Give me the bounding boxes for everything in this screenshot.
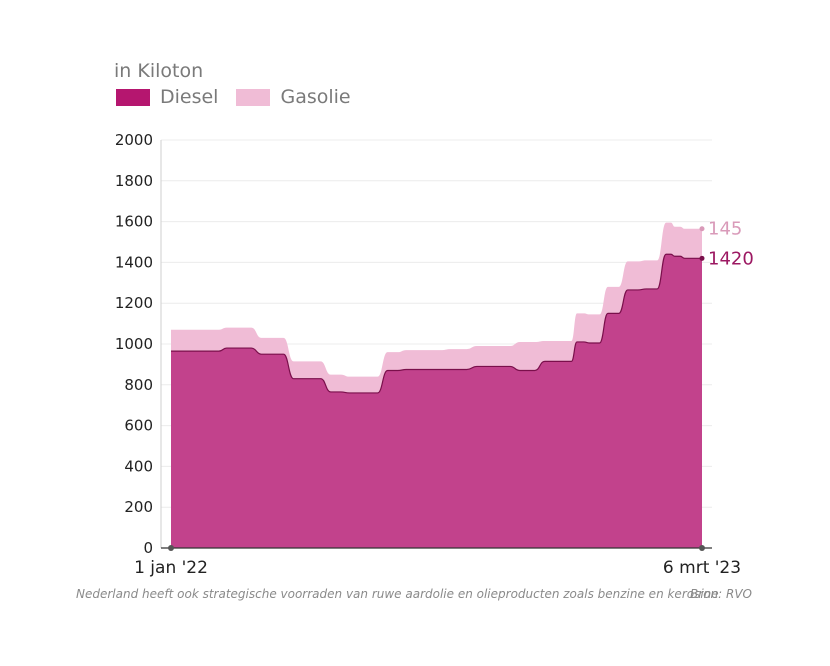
y-tick-label: 1400 [115,253,153,271]
x-tick-label-start: 1 jan '22 [134,558,208,578]
gasolie-end-dot [699,226,705,232]
y-tick-label: 800 [124,376,153,394]
legend-swatch-gasolie [236,88,271,106]
y-tick-label: 200 [124,498,153,516]
source-note: Bron: RVO [690,587,752,601]
y-tick-label: 400 [124,457,153,475]
legend: Diesel Gasolie [116,86,369,108]
legend-item-gasolie[interactable]: Gasolie [236,86,351,108]
footnote: Nederland heeft ook strategische voorrad… [76,587,719,601]
y-tick-label: 0 [143,539,153,557]
x-tick-label-end: 6 mrt '23 [663,558,741,578]
unit-label: in Kiloton [114,60,204,82]
y-tick-label: 600 [124,417,153,435]
legend-label-diesel: Diesel [160,86,219,108]
legend-swatch-diesel [116,88,150,106]
legend-label-gasolie: Gasolie [280,86,351,108]
x-tick-dot-start [168,545,174,551]
diesel-end-dot [699,255,705,261]
diesel-area [171,254,702,549]
y-tick-label: 1200 [115,294,153,312]
legend-item-diesel[interactable]: Diesel [116,86,218,108]
y-tick-label: 2000 [115,131,153,149]
y-tick-label: 1800 [115,172,153,190]
x-tick-dot-end [699,545,705,551]
y-tick-label: 1000 [115,335,153,353]
y-tick-label: 1600 [115,213,153,231]
gasolie-end-label: 145 [708,219,742,240]
diesel-end-label: 1420 [708,248,754,269]
diesel-line [171,253,702,394]
